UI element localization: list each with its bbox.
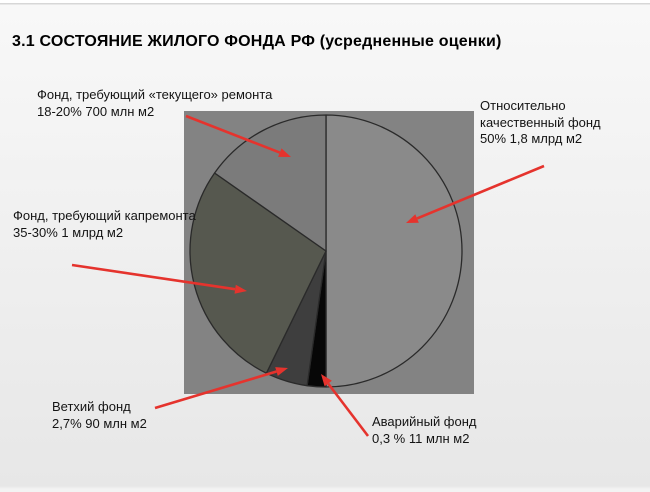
callout-label: Ветхий фонд [52,399,131,414]
callout-value: 35-30% 1 млрд м2 [13,224,124,240]
callout-kachestvenny: Относительно качественный фонд 50% 1,8 м… [480,98,601,148]
chart-plot-area [184,111,474,394]
callout-avariyny: Аварийный фонд 0,3 % 11 млн м2 [372,414,477,447]
callout-value: 18-20% 700 млн м2 [37,103,155,119]
callout-label: Фонд, требующий капремонта [13,208,196,223]
callout-value: 50% 1,8 млрд м2 [480,131,583,146]
callout-label: Аварийный фонд [372,414,477,429]
callout-label: Относительно [480,98,566,113]
callout-label: качественный фонд [480,114,601,130]
callout-tekushchiy: Фонд, требующий «текущего» ремонта 18-20… [37,87,272,120]
callout-label: Фонд, требующий «текущего» ремонта [37,87,273,102]
callout-value: 2,7% 90 млн м2 [52,415,147,431]
callout-kapremont: Фонд, требующий капремонта 35-30% 1 млрд… [13,208,196,241]
callout-value: 0,3 % 11 млн м2 [372,430,470,446]
callout-vetkhiy: Ветхий фонд 2,7% 90 млн м2 [52,399,147,432]
slide-title: 3.1 СОСТОЯНИЕ ЖИЛОГО ФОНДА РФ (усредненн… [12,33,502,50]
